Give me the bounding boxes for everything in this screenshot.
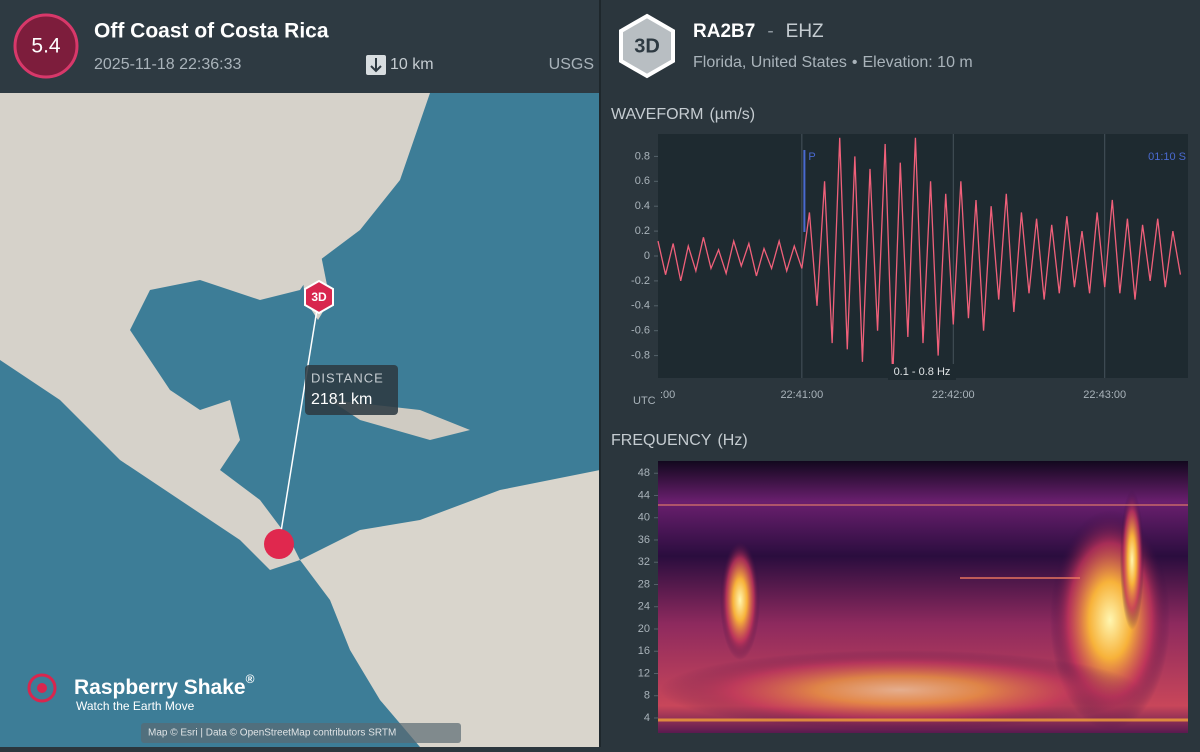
station-title: RA2B7- EHZ bbox=[693, 21, 824, 42]
logo-icon-core bbox=[37, 683, 47, 693]
station-channel: EHZ bbox=[786, 21, 824, 42]
y-tick-label: 48 bbox=[638, 467, 650, 479]
y-tick-label: 8 bbox=[644, 690, 650, 702]
spectrogram-burst bbox=[720, 540, 760, 660]
epicenter-marker[interactable] bbox=[264, 529, 294, 559]
station-info: Florida, United States • Elevation: 10 m bbox=[693, 54, 973, 71]
x-tick-label: :00 bbox=[660, 389, 675, 401]
spectrogram-noise bbox=[660, 650, 1140, 730]
event-header bbox=[0, 0, 600, 93]
logo-text: Raspberry Shake bbox=[74, 676, 246, 699]
end-label: 01:10 S bbox=[1148, 151, 1186, 163]
station-marker-label: 3D bbox=[311, 290, 327, 304]
event-depth: 10 km bbox=[390, 56, 434, 73]
y-tick-label: 0.2 bbox=[635, 225, 650, 237]
north-america bbox=[0, 93, 430, 570]
station-code: RA2B7 bbox=[693, 21, 755, 42]
distance-box bbox=[305, 365, 398, 415]
logo-icon bbox=[27, 673, 57, 703]
attribution-box bbox=[141, 723, 461, 743]
logo: Raspberry Shake® bbox=[74, 672, 255, 698]
attribution[interactable]: Map © Esri | Data © OpenStreetMap contri… bbox=[148, 728, 396, 739]
y-tick-label: -0.8 bbox=[631, 349, 650, 361]
station-location: Florida, United States bbox=[693, 54, 847, 71]
filter-box bbox=[888, 364, 956, 380]
y-tick-label: -0.2 bbox=[631, 275, 650, 287]
depth-arrow bbox=[370, 58, 382, 73]
y-tick-label: 0 bbox=[644, 250, 650, 262]
y-tick-label: 24 bbox=[638, 601, 650, 613]
y-tick-label: 28 bbox=[638, 578, 650, 590]
waveform-title-text: WAVEFORM bbox=[611, 106, 703, 123]
x-tick-label: 22:41:00 bbox=[780, 389, 823, 401]
spectrogram bbox=[658, 461, 1188, 733]
y-tick-label: 12 bbox=[638, 667, 650, 679]
event-source: USGS bbox=[549, 56, 594, 73]
station-marker[interactable] bbox=[304, 279, 334, 315]
spectrogram-burst bbox=[1120, 490, 1144, 630]
event-title: Off Coast of Costa Rica bbox=[94, 20, 329, 43]
y-tick-label: -0.4 bbox=[631, 300, 650, 312]
x-tick-label: 22:43:00 bbox=[1083, 389, 1126, 401]
filter-label: 0.1 - 0.8 Hz bbox=[894, 366, 951, 378]
y-tick-label: 36 bbox=[638, 534, 650, 546]
waveform-title: WAVEFORM (µm/s) bbox=[611, 106, 755, 123]
spectrogram-unit: (Hz) bbox=[717, 432, 747, 449]
y-tick-label: 20 bbox=[638, 623, 650, 635]
magnitude: 5.4 bbox=[31, 35, 61, 58]
spectrogram-title-text: FREQUENCY bbox=[611, 432, 712, 449]
south-america bbox=[300, 470, 600, 747]
phase-label: P bbox=[808, 151, 815, 163]
x-unit: UTC bbox=[633, 395, 656, 407]
station-separator: - bbox=[767, 21, 773, 42]
station-bullet: • bbox=[852, 54, 858, 71]
station-badge bbox=[619, 13, 675, 79]
y-tick-label: 0.8 bbox=[635, 150, 650, 162]
y-tick-label: 16 bbox=[638, 645, 650, 657]
y-tick-label: 4 bbox=[644, 712, 650, 724]
y-tick-label: 44 bbox=[638, 489, 650, 501]
y-tick-label: 0.6 bbox=[635, 175, 650, 187]
distance-label: DISTANCE bbox=[311, 370, 384, 385]
station-badge-label: 3D bbox=[634, 35, 660, 57]
station-elevation: Elevation: 10 m bbox=[862, 54, 972, 71]
spectrogram-title: FREQUENCY (Hz) bbox=[611, 432, 748, 449]
magnitude-badge bbox=[13, 13, 79, 79]
distance-line bbox=[278, 296, 320, 545]
x-tick-label: 22:42:00 bbox=[932, 389, 975, 401]
y-tick-label: 40 bbox=[638, 512, 650, 524]
map: 3D DISTANCE 2181 km Raspberry Shake® Wat… bbox=[0, 93, 600, 747]
waveform-line bbox=[657, 137, 1182, 379]
distance-value: 2181 km bbox=[311, 391, 372, 408]
y-tick-label: -0.6 bbox=[631, 325, 650, 337]
y-tick-label: 32 bbox=[638, 556, 650, 568]
y-tick-label: 0.4 bbox=[635, 200, 650, 212]
tagline: Watch the Earth Move bbox=[76, 699, 195, 713]
waveform-unit: (µm/s) bbox=[709, 106, 755, 123]
event-time: 2025-11-18 22:36:33 bbox=[94, 56, 241, 73]
logo-mark: ® bbox=[246, 672, 255, 686]
